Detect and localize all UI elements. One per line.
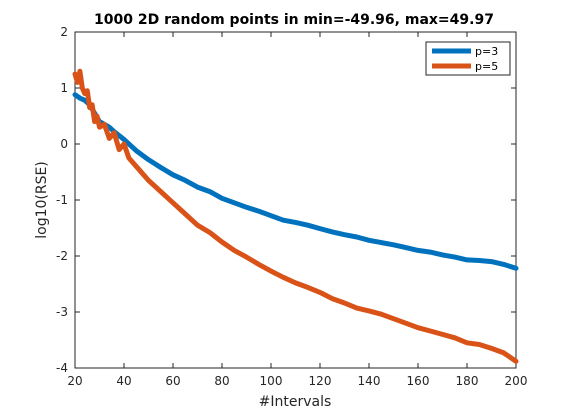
plot-background [75, 32, 516, 368]
y-tick-label: 0 [60, 137, 68, 151]
legend: p=3p=5 [425, 41, 511, 76]
x-tick-label: 160 [407, 374, 430, 388]
y-tick-label: 2 [60, 25, 68, 39]
x-tick-label: 100 [260, 374, 283, 388]
axes: 20 40 60 80 100 120 140 160 180 200 2 1 0 -1 -2 -3 -4 [56, 25, 527, 388]
legend-label-1: p=3 [475, 45, 498, 58]
series-line-1 [72, 92, 519, 271]
y-tick-label: -2 [56, 249, 68, 263]
y-tick-label: -4 [56, 361, 68, 375]
x-tick-label: 200 [505, 374, 528, 388]
x-tick-label: 20 [67, 374, 82, 388]
legend-box [425, 41, 511, 76]
y-tick-label: -3 [56, 305, 68, 319]
y-tick-label: 1 [60, 81, 68, 95]
y-axis-label: log10(RSE) [34, 161, 50, 239]
series-layer [72, 68, 519, 364]
x-tick-label: 60 [165, 374, 180, 388]
x-tick-label: 180 [456, 374, 479, 388]
series-line-2 [72, 68, 519, 364]
chart-title: 1000 2D random points in min=-49.96, max… [94, 12, 494, 28]
x-tick-label: 40 [116, 374, 131, 388]
x-axis-label: #Intervals [259, 394, 332, 410]
x-tick-label: 80 [214, 374, 229, 388]
y-tick-label: -1 [56, 193, 68, 207]
legend-label-2: p=5 [475, 60, 498, 73]
x-tick-label: 140 [358, 374, 381, 388]
plot-area [75, 32, 516, 368]
x-tick-label: 120 [309, 374, 332, 388]
